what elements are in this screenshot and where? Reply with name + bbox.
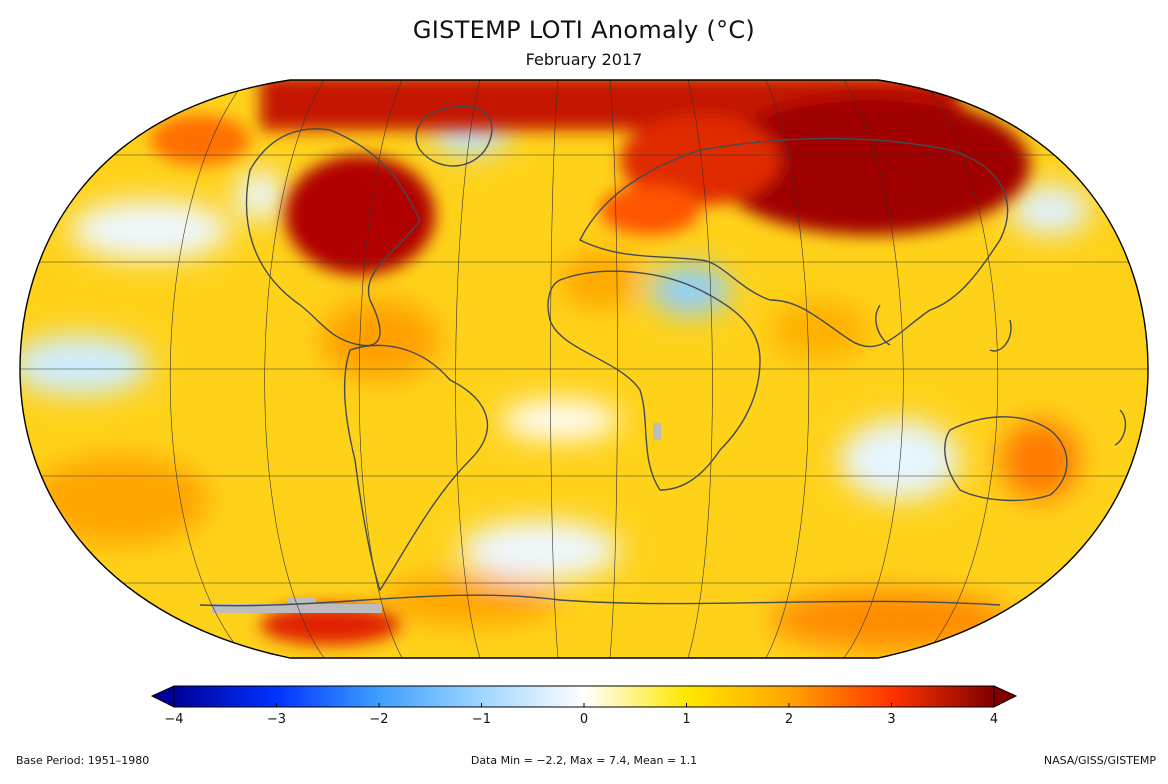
colorbar-high-arrow — [993, 685, 1018, 708]
data-stats-label: Data Min = −2.2, Max = 7.4, Mean = 1.1 — [470, 754, 698, 767]
colorbar-tick-label: 1 — [682, 712, 690, 727]
colorbar-ticks: −4 −3 −2 −1 0 1 2 3 4 — [164, 703, 998, 727]
base-period-label: Base Period: 1951–1980 — [16, 754, 150, 767]
colorbar-tick-label: 2 — [785, 712, 793, 727]
credit-label: NASA/GISS/GISTEMP — [1043, 754, 1156, 767]
map-subtitle: February 2017 — [525, 50, 643, 69]
colorbar-tick-label: 4 — [990, 712, 998, 727]
colorbar-low-arrow — [150, 685, 175, 708]
colorbar-tick-label: 0 — [580, 712, 588, 727]
anomaly-field — [20, 80, 1148, 658]
map-border — [19, 79, 1149, 659]
colorbar-tick-label: −4 — [164, 712, 183, 727]
colorbar-tick-label: −1 — [472, 712, 491, 727]
colorbar-tick-label: −3 — [267, 712, 286, 727]
colorbar-tick-label: 3 — [887, 712, 895, 727]
coastlines — [199, 105, 1127, 607]
map-title: GISTEMP LOTI Anomaly (°C) — [412, 16, 756, 44]
colorbar-tick-label: −2 — [369, 712, 388, 727]
